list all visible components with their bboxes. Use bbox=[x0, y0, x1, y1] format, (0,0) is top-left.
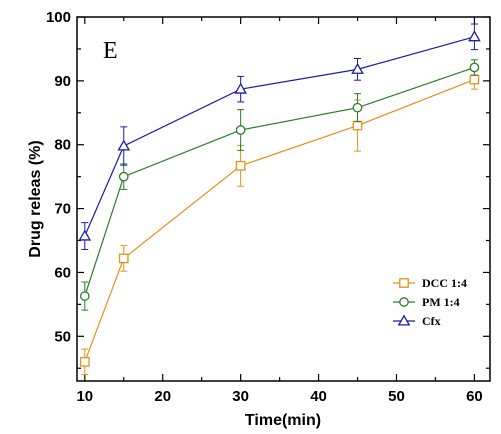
y-tick-label: 50 bbox=[54, 328, 71, 345]
y-tick-label: 100 bbox=[46, 9, 71, 26]
data-point bbox=[117, 139, 131, 151]
data-point bbox=[235, 160, 246, 171]
series-line bbox=[84, 36, 475, 237]
y-tick-labels: 50 60 70 80 90 100 bbox=[46, 9, 71, 345]
y-axis-label: Drug releas (%) bbox=[27, 140, 44, 257]
y-tick-label: 90 bbox=[54, 73, 71, 90]
y-tick-label: 80 bbox=[54, 137, 71, 154]
data-point bbox=[235, 125, 246, 135]
legend-marker bbox=[397, 314, 411, 326]
series-line bbox=[84, 66, 475, 297]
legend-marker bbox=[399, 278, 409, 288]
legend-label: Cfx bbox=[422, 314, 441, 328]
data-point bbox=[469, 62, 480, 73]
data-point bbox=[469, 74, 480, 85]
data-point bbox=[79, 291, 90, 301]
series-line bbox=[84, 79, 475, 363]
data-point bbox=[468, 30, 481, 42]
x-tick-label: 20 bbox=[154, 388, 171, 405]
y-tick-label: 60 bbox=[54, 264, 71, 281]
x-tick-label: 60 bbox=[466, 388, 483, 405]
data-point bbox=[234, 82, 247, 94]
x-tick-label: 50 bbox=[388, 388, 405, 405]
series-3 bbox=[78, 23, 481, 250]
series-layer bbox=[78, 23, 481, 376]
legend-label: PM 1:4 bbox=[422, 295, 460, 309]
axis-ticks bbox=[77, 16, 490, 381]
x-tick-label: 10 bbox=[76, 388, 93, 405]
panel-label: E bbox=[103, 38, 118, 64]
series-1 bbox=[79, 69, 480, 376]
x-axis-label: Time(min) bbox=[245, 412, 321, 429]
data-point bbox=[79, 356, 90, 367]
data-point bbox=[118, 253, 129, 264]
series-2 bbox=[79, 59, 480, 311]
data-point bbox=[78, 229, 92, 241]
data-point bbox=[118, 171, 129, 182]
x-tick-labels: 10 20 30 40 50 60 bbox=[76, 388, 482, 405]
x-tick-label: 30 bbox=[232, 388, 249, 405]
legend: DCC 1:4 PM 1:4 Cfx bbox=[393, 276, 467, 328]
data-point bbox=[351, 62, 364, 74]
legend-label: DCC 1:4 bbox=[422, 276, 467, 290]
x-tick-label: 40 bbox=[310, 388, 327, 405]
data-point bbox=[352, 120, 363, 131]
legend-marker bbox=[399, 297, 409, 307]
y-tick-label: 70 bbox=[54, 201, 71, 218]
data-point bbox=[352, 102, 363, 113]
plot-frame bbox=[76, 16, 491, 382]
